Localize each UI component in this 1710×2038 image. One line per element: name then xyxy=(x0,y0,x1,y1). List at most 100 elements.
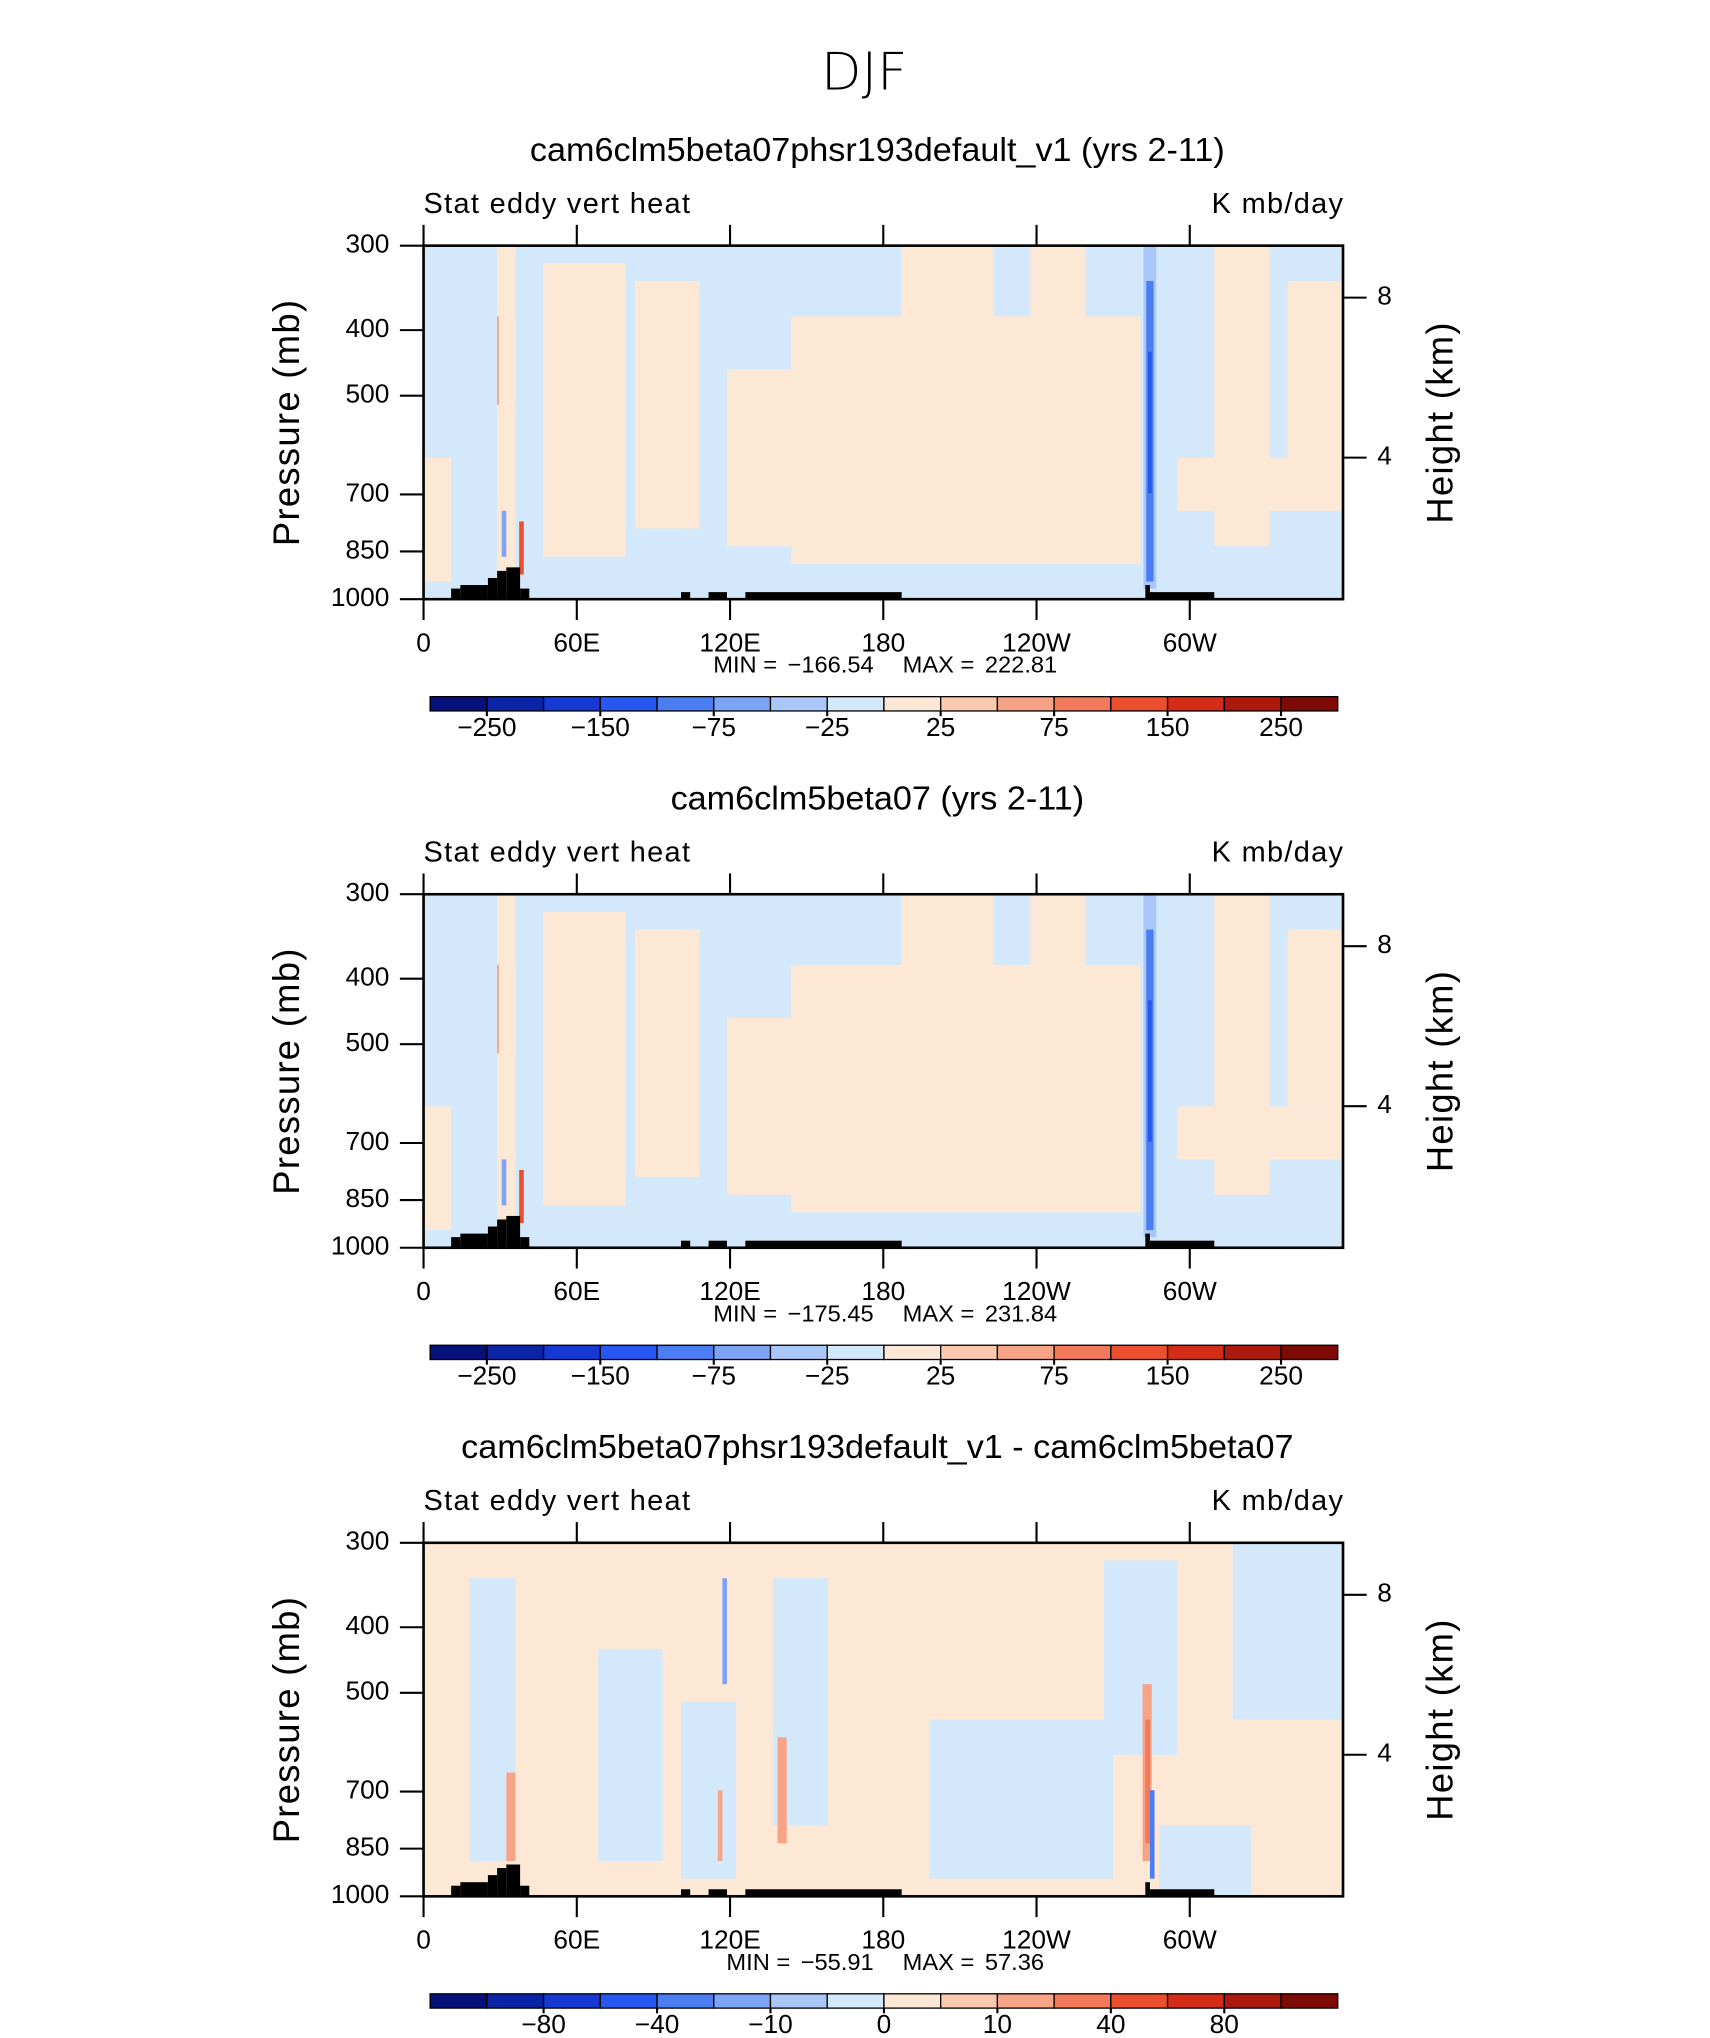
contour-region xyxy=(519,521,524,575)
y2-tick-label: 8 xyxy=(1377,929,1392,959)
y-tick-label: 700 xyxy=(345,1775,389,1805)
contour-region xyxy=(543,911,626,1206)
colorbar-box xyxy=(769,696,828,712)
y2-tick-label: 4 xyxy=(1377,441,1392,471)
colorbar-box xyxy=(1110,1344,1169,1361)
colorbar-label: 250 xyxy=(1259,1361,1303,1391)
panel: cam6clm5beta07phsr193default_v1 - cam6cl… xyxy=(266,1428,1461,2038)
terrain xyxy=(708,1889,727,1897)
y-tick-label: 850 xyxy=(345,1832,389,1862)
colorbar-label: −150 xyxy=(571,1361,630,1391)
y2-axis-label: Height (km) xyxy=(1420,970,1461,1172)
colorbar-label: 150 xyxy=(1146,1361,1190,1391)
y-tick-label: 400 xyxy=(345,1610,389,1640)
terrain xyxy=(487,1226,498,1248)
colorbar-box xyxy=(1166,1993,1225,2009)
colorbar-label: 25 xyxy=(926,1361,955,1391)
contour-region xyxy=(506,1772,516,1861)
colorbar-label: 75 xyxy=(1039,1361,1068,1391)
x-tick-label: 180 xyxy=(861,1276,905,1306)
panel: cam6clm5beta07phsr193default_v1 (yrs 2-1… xyxy=(266,131,1461,742)
contour-region xyxy=(598,1648,663,1861)
panel: cam6clm5beta07 (yrs 2-11) Stat eddy vert … xyxy=(266,780,1461,1391)
colorbar-label: −25 xyxy=(805,1361,850,1391)
colorbar-label: −250 xyxy=(457,1361,516,1391)
contour-region xyxy=(1030,245,1086,388)
colorbar-box xyxy=(713,1344,772,1361)
min-label: MIN = xyxy=(713,652,777,678)
panel-title: cam6clm5beta07phsr193default_v1 - cam6cl… xyxy=(461,1428,1293,1466)
colorbar-box xyxy=(996,1993,1055,2009)
contour-region xyxy=(791,964,1141,1213)
min-max: MIN = −166.54 MAX = 222.81 xyxy=(713,652,1057,678)
x-tick-label: 60E xyxy=(553,1925,600,1955)
y-tick-label: 850 xyxy=(345,534,389,564)
contour-region xyxy=(543,263,626,557)
colorbar-label: 75 xyxy=(1039,712,1068,742)
terrain xyxy=(520,1885,530,1897)
contour-region xyxy=(1149,1790,1155,1879)
y-tick-label: 850 xyxy=(345,1183,389,1213)
y2-tick-label: 4 xyxy=(1377,1089,1392,1119)
contour-region xyxy=(681,1701,737,1879)
y-tick-label: 300 xyxy=(345,229,389,259)
contour-region xyxy=(1030,894,1086,1036)
colorbar-label: 10 xyxy=(983,2009,1012,2038)
terrain xyxy=(520,588,530,600)
contour-region xyxy=(1148,1000,1152,1142)
panel-title: cam6clm5beta07phsr193default_v1 (yrs 2-1… xyxy=(530,131,1225,169)
colorbar-box xyxy=(1223,696,1282,712)
contour-region xyxy=(722,1578,727,1685)
terrain xyxy=(460,1882,488,1897)
right-label: K mb/day xyxy=(1212,188,1345,220)
right-label: K mb/day xyxy=(1212,837,1345,869)
terrain xyxy=(460,585,488,600)
terrain xyxy=(1149,1240,1215,1248)
contour-region xyxy=(1177,457,1344,511)
colorbar-box xyxy=(940,696,999,712)
colorbar-label: −40 xyxy=(635,2009,680,2038)
colorbar-label: 150 xyxy=(1146,712,1190,742)
colorbar-box xyxy=(713,1993,772,2009)
terrain xyxy=(1149,1889,1215,1897)
colorbar-box xyxy=(826,1344,885,1361)
colorbar-label: −25 xyxy=(805,712,850,742)
y2-axis-label: Height (km) xyxy=(1420,1618,1461,1820)
y-tick-label: 300 xyxy=(345,877,389,907)
y-axis-label: Pressure (mb) xyxy=(266,1596,307,1843)
x-tick-label: 180 xyxy=(861,628,905,658)
colorbar-box xyxy=(656,1993,715,2009)
terrain xyxy=(1149,592,1215,600)
colorbar-box xyxy=(940,1344,999,1361)
x-tick-label: 120W xyxy=(1002,1925,1071,1955)
colorbar-box xyxy=(1280,1993,1339,2009)
y-tick-label: 1000 xyxy=(331,582,390,612)
figure-title: DJF xyxy=(821,42,907,103)
contour-region xyxy=(635,281,700,529)
min-value: −166.54 xyxy=(788,652,874,678)
colorbar-box xyxy=(599,1993,658,2009)
colorbar-box xyxy=(996,696,1055,712)
contour-region xyxy=(497,245,516,582)
contour-region xyxy=(1159,1825,1252,1897)
terrain xyxy=(451,1885,461,1897)
colorbar-box xyxy=(1223,1344,1282,1361)
terrain xyxy=(681,592,691,600)
left-label: Stat eddy vert heat xyxy=(424,188,692,220)
contour-region xyxy=(635,929,700,1178)
colorbar-label: −10 xyxy=(748,2009,793,2038)
colorbar-label: 40 xyxy=(1096,2009,1125,2038)
contour-region xyxy=(1177,1106,1344,1160)
contour-region xyxy=(1287,929,1344,1107)
y-tick-label: 500 xyxy=(345,1676,389,1706)
x-tick-label: 60W xyxy=(1163,628,1217,658)
y-tick-label: 1000 xyxy=(331,1231,390,1261)
contour-region xyxy=(777,1737,787,1844)
colorbar-box xyxy=(996,1344,1055,1361)
terrain xyxy=(497,1868,507,1897)
colorbar-box xyxy=(599,1344,658,1361)
contour-region xyxy=(497,894,516,1231)
colorbar-label: 0 xyxy=(877,2009,892,2038)
